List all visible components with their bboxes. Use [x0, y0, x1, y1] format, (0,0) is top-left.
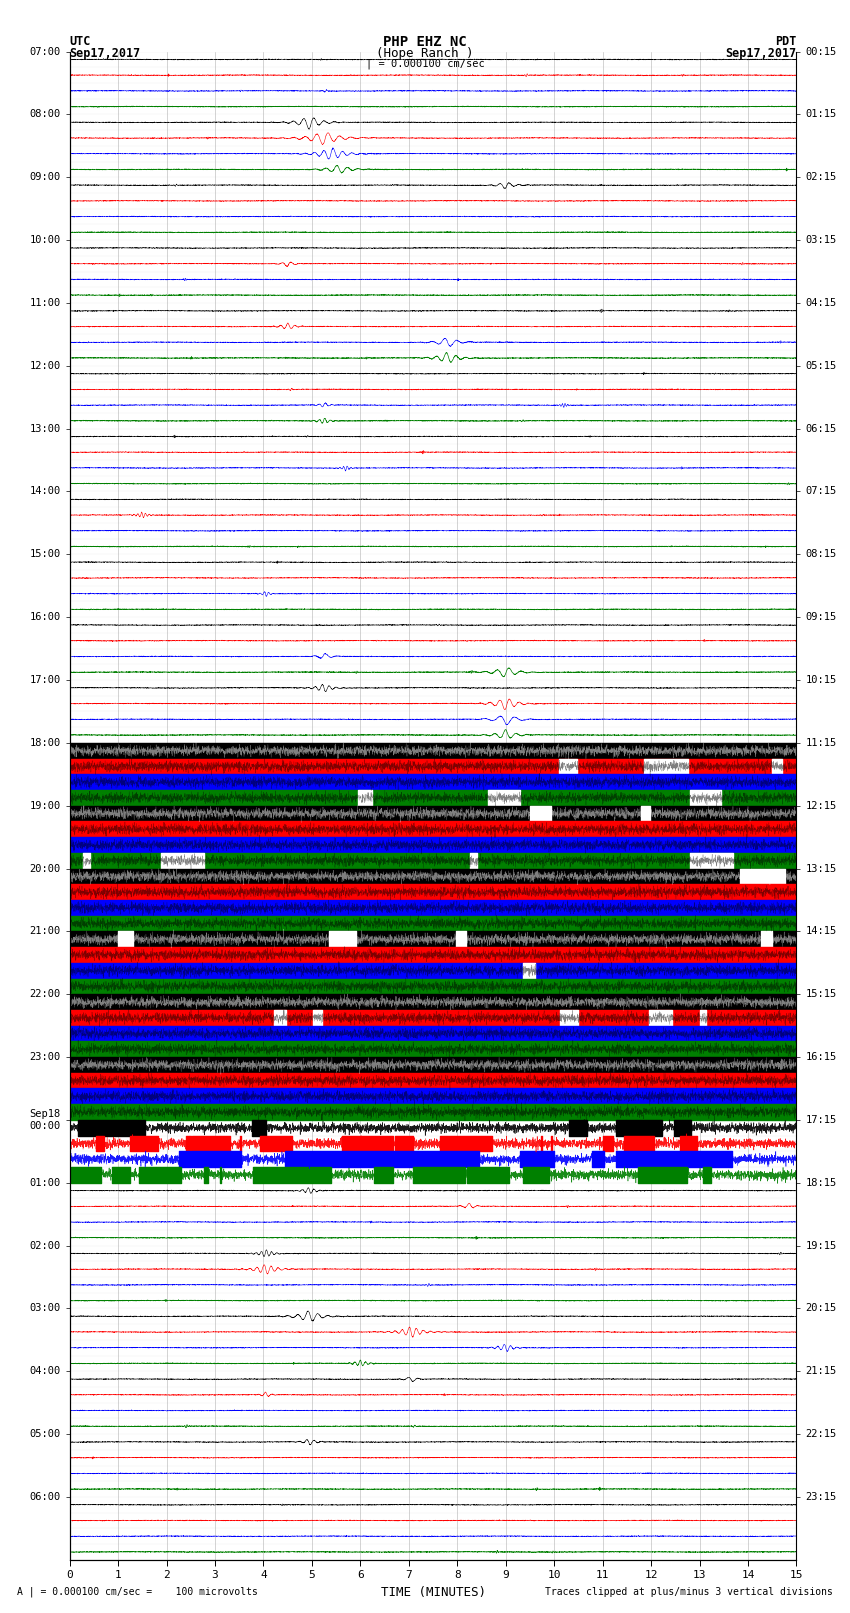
Text: Sep17,2017: Sep17,2017	[70, 47, 141, 60]
Text: | = 0.000100 cm/sec: | = 0.000100 cm/sec	[366, 58, 484, 69]
Text: PHP EHZ NC: PHP EHZ NC	[383, 35, 467, 50]
X-axis label: TIME (MINUTES): TIME (MINUTES)	[381, 1586, 485, 1598]
Text: UTC: UTC	[70, 35, 91, 48]
Text: A | = 0.000100 cm/sec =    100 microvolts: A | = 0.000100 cm/sec = 100 microvolts	[17, 1586, 258, 1597]
Text: PDT: PDT	[775, 35, 796, 48]
Text: Sep17,2017: Sep17,2017	[725, 47, 796, 60]
Text: (Hope Ranch ): (Hope Ranch )	[377, 47, 473, 60]
Text: Traces clipped at plus/minus 3 vertical divisions: Traces clipped at plus/minus 3 vertical …	[545, 1587, 833, 1597]
